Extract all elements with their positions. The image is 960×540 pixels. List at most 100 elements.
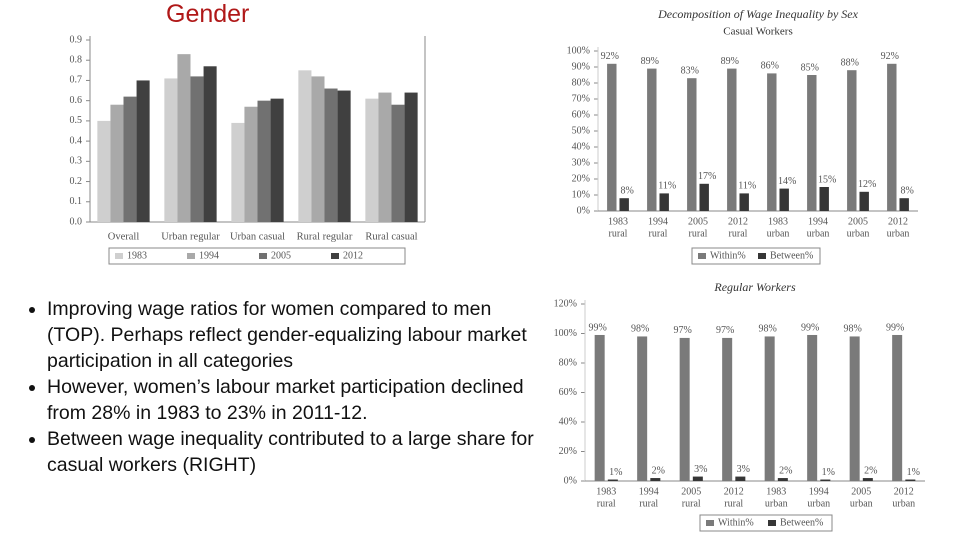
data-label: 8%	[621, 185, 634, 196]
bar	[727, 68, 737, 211]
x-tick-label: 1994	[809, 486, 829, 497]
data-label: 14%	[778, 176, 796, 187]
legend-swatch	[115, 253, 123, 259]
chart-subtitle: Casual Workers	[723, 26, 792, 38]
y-tick-label: 0.6	[70, 95, 83, 106]
bar	[110, 104, 124, 222]
data-label: 1%	[907, 467, 920, 478]
data-label: 98%	[631, 324, 649, 335]
y-tick-label: 40%	[572, 141, 590, 152]
data-label: 17%	[698, 171, 716, 182]
data-label: 97%	[716, 325, 734, 336]
x-tick-label: rural	[597, 498, 616, 509]
x-tick-label: 1983	[768, 216, 788, 227]
bar	[203, 66, 217, 223]
x-tick-label: 1983	[608, 216, 628, 227]
x-tick-label: Urban regular	[161, 231, 220, 242]
bar	[659, 193, 669, 211]
bar	[136, 80, 150, 222]
x-tick-label: rural	[729, 228, 748, 239]
y-tick-label: 70%	[572, 93, 590, 104]
bar	[123, 96, 137, 222]
bar	[607, 63, 617, 211]
legend-swatch	[259, 253, 267, 259]
data-label: 89%	[721, 56, 739, 67]
bar	[190, 76, 204, 223]
x-tick-label: 1994	[639, 486, 659, 497]
bar	[298, 70, 312, 222]
legend-swatch	[758, 253, 766, 259]
bar	[692, 476, 703, 481]
legend-frame	[108, 247, 406, 265]
data-label: 88%	[841, 57, 859, 68]
bar	[365, 98, 379, 222]
x-tick-label: 1994	[808, 216, 828, 227]
y-tick-label: 40%	[559, 416, 577, 427]
y-tick-label: 60%	[559, 387, 577, 398]
bullet: However, women’s labour market participa…	[47, 374, 547, 426]
bar	[767, 73, 777, 212]
legend-swatch	[768, 520, 776, 526]
legend-frame	[699, 514, 833, 532]
y-tick-label: 0.9	[70, 34, 83, 45]
bar	[722, 337, 733, 481]
data-label: 2%	[779, 465, 792, 476]
bar	[887, 63, 897, 211]
x-tick-label: urban	[892, 498, 915, 509]
bar	[699, 183, 709, 211]
y-tick-label: 20%	[559, 446, 577, 457]
legend-label: 1983	[127, 250, 147, 261]
bar	[177, 54, 191, 223]
x-tick-label: 2005	[681, 486, 701, 497]
bar	[324, 88, 338, 223]
y-tick-label: 0.8	[70, 55, 83, 66]
bar	[637, 336, 648, 481]
y-tick-label: 0%	[564, 475, 577, 486]
data-label: 89%	[641, 56, 659, 67]
data-label: 99%	[886, 322, 904, 333]
bar	[270, 98, 284, 222]
bar	[619, 198, 629, 211]
data-label: 11%	[738, 181, 756, 192]
x-tick-label: urban	[847, 228, 870, 239]
x-tick-label: 1994	[648, 216, 668, 227]
bar	[899, 198, 909, 211]
bar	[687, 78, 697, 211]
bar	[819, 187, 829, 211]
bar	[905, 479, 916, 481]
x-tick-label: urban	[850, 498, 873, 509]
bar	[257, 100, 271, 222]
bar	[807, 75, 817, 211]
y-tick-label: 100%	[554, 328, 577, 339]
data-label: 1%	[822, 467, 835, 478]
y-tick-label: 10%	[572, 189, 590, 200]
y-tick-label: 0.0	[70, 216, 83, 227]
data-label: 3%	[737, 464, 750, 475]
bar	[244, 106, 258, 222]
data-label: 2%	[652, 465, 665, 476]
x-tick-label: urban	[765, 498, 788, 509]
y-tick-label: 0%	[577, 205, 590, 216]
data-label: 98%	[758, 324, 776, 335]
x-tick-label: rural	[649, 228, 668, 239]
legend-label: Within%	[710, 250, 746, 261]
bar	[739, 193, 749, 211]
data-label: 98%	[843, 324, 861, 335]
data-label: 86%	[761, 61, 779, 72]
legend-label: Within%	[718, 517, 754, 528]
data-label: 12%	[858, 179, 876, 190]
bar	[404, 92, 418, 222]
bar	[859, 191, 869, 211]
bar	[820, 479, 831, 481]
bar	[779, 188, 789, 211]
legend-swatch	[187, 253, 195, 259]
bar	[97, 120, 111, 222]
y-tick-label: 0.5	[70, 115, 83, 126]
y-tick-label: 20%	[572, 173, 590, 184]
x-tick-label: urban	[807, 228, 830, 239]
legend-swatch	[331, 253, 339, 259]
bar	[849, 336, 860, 481]
x-tick-label: Rural casual	[365, 231, 417, 242]
data-label: 85%	[801, 62, 819, 73]
